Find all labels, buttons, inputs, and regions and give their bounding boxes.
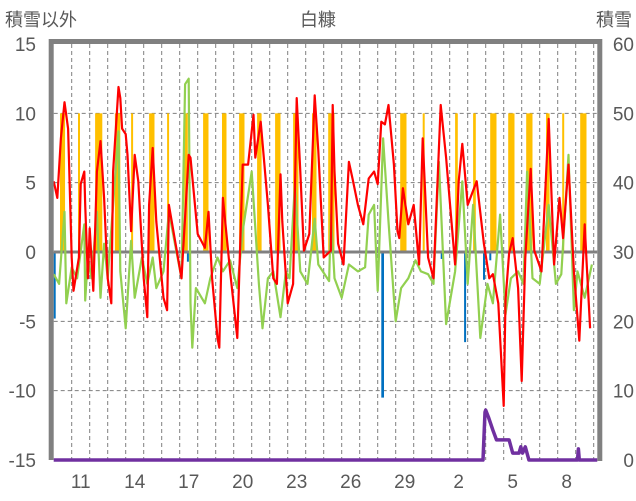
y-tick-label: 15 — [15, 35, 36, 56]
orange-bars-bar — [257, 113, 262, 252]
y-tick-label: 0 — [25, 243, 36, 264]
orange-bars-bar — [312, 113, 317, 252]
blue-bars-bar — [464, 252, 467, 343]
y2-tick-label: 40 — [613, 174, 634, 195]
y-tick-label: 10 — [15, 104, 36, 125]
y2-tick-label: 30 — [613, 243, 634, 264]
green-line — [52, 77, 593, 349]
y-tick-label: -5 — [19, 312, 36, 333]
orange-bars-bar — [167, 113, 170, 252]
orange-bars-bar — [546, 113, 550, 252]
y-tick-label: -10 — [9, 382, 36, 403]
orange-bars-bar — [490, 113, 497, 252]
y2-tick-label: 10 — [613, 382, 634, 403]
blue-bars-bar — [483, 252, 485, 280]
blue-bars-bar — [186, 252, 189, 262]
x-tick-label: 26 — [340, 472, 361, 493]
y-tick-label: 5 — [25, 174, 36, 195]
blue-bars-bar — [53, 252, 56, 319]
orange-bars-bar — [95, 113, 103, 252]
orange-bars-bar — [222, 113, 227, 252]
x-tick-label: 23 — [286, 472, 307, 493]
blue-bars-bar — [489, 252, 492, 261]
orange-bars-bar — [562, 113, 565, 252]
y-tick-label: -15 — [9, 451, 36, 472]
left-axis-title: 積雪以外 — [5, 10, 77, 31]
blue-bars-bar — [440, 252, 443, 259]
x-tick-label: 8 — [561, 472, 572, 493]
orange-bars-bar — [400, 113, 407, 252]
plot-border — [48, 39, 603, 461]
chart-title: 白糠 — [300, 9, 336, 31]
gridlines — [53, 44, 598, 460]
x-tick-label: 29 — [394, 472, 415, 493]
x-tick-label: 2 — [453, 472, 464, 493]
x-tick-label: 17 — [178, 472, 199, 493]
orange-bars-bar — [455, 113, 458, 252]
x-tick-label: 11 — [71, 472, 91, 493]
orange-bars-bar — [131, 113, 134, 252]
blue-bars-bar — [381, 252, 384, 398]
y2-tick-label: 60 — [613, 35, 634, 56]
x-tick-label: 14 — [124, 472, 146, 493]
orange-bars-bar — [473, 113, 476, 252]
plot-frame — [48, 39, 603, 461]
orange-bars-bar — [78, 113, 80, 252]
y2-tick-label: 0 — [623, 451, 634, 472]
y2-tick-label: 20 — [613, 312, 634, 333]
orange-bars-bar — [114, 113, 121, 252]
red-line — [52, 85, 592, 407]
x-tick-label: 5 — [507, 472, 518, 493]
line-series — [52, 77, 598, 462]
y2-tick-label: 50 — [613, 104, 634, 125]
purple-snow-depth — [53, 408, 598, 462]
orange-bars-bar — [275, 113, 281, 252]
orange-bars-bar — [203, 113, 209, 252]
orange-bars-bar — [60, 113, 66, 252]
orange-bars-bar — [580, 113, 587, 252]
orange-bars-bar — [149, 113, 155, 252]
right-axis-title: 積雪 — [596, 10, 632, 31]
orange-bars-bar — [508, 113, 515, 252]
x-tick-label: 20 — [232, 472, 253, 493]
